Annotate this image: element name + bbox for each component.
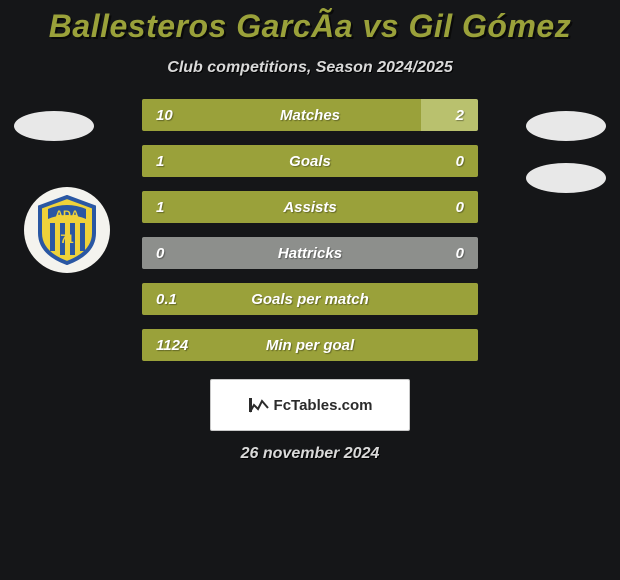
brand-text: FcTables.com xyxy=(274,397,373,414)
comparison-content: ADA 71 10Matches21Goals01Assists00Hattri… xyxy=(0,99,620,361)
player-photo-right-2 xyxy=(526,163,606,193)
stats-bars: 10Matches21Goals01Assists00Hattricks00.1… xyxy=(142,99,478,361)
footer-date: 26 november 2024 xyxy=(0,445,620,463)
stat-value-left: 10 xyxy=(156,107,196,124)
stat-value-left: 0 xyxy=(156,245,196,262)
stat-bar: 0.1Goals per match xyxy=(142,283,478,315)
stat-label: Min per goal xyxy=(196,337,424,354)
player-photo-right-1 xyxy=(526,111,606,141)
stat-label: Assists xyxy=(196,199,424,216)
stat-bar: 10Matches2 xyxy=(142,99,478,131)
page-title: Ballesteros GarcÃ­a vs Gil Gómez xyxy=(0,0,620,45)
subtitle: Club competitions, Season 2024/2025 xyxy=(0,59,620,77)
stat-label: Goals xyxy=(196,153,424,170)
stat-label: Goals per match xyxy=(196,291,424,308)
stat-value-right: 2 xyxy=(424,107,464,124)
stat-bar: 1124Min per goal xyxy=(142,329,478,361)
stat-value-right: 0 xyxy=(424,245,464,262)
stat-value-left: 1124 xyxy=(156,337,196,354)
stat-label: Hattricks xyxy=(196,245,424,262)
club-logo: ADA 71 xyxy=(24,187,110,273)
club-shield-icon: ADA 71 xyxy=(36,195,98,265)
player-photo-left xyxy=(14,111,94,141)
stat-bar: 1Assists0 xyxy=(142,191,478,223)
stat-value-left: 1 xyxy=(156,153,196,170)
stat-value-left: 0.1 xyxy=(156,291,196,308)
stat-value-right: 0 xyxy=(424,153,464,170)
svg-text:ADA: ADA xyxy=(55,209,79,221)
stat-label: Matches xyxy=(196,107,424,124)
stat-bar: 1Goals0 xyxy=(142,145,478,177)
stat-value-right: 0 xyxy=(424,199,464,216)
stat-value-left: 1 xyxy=(156,199,196,216)
stat-bar: 0Hattricks0 xyxy=(142,237,478,269)
brand-logo-icon xyxy=(248,396,270,414)
brand-badge[interactable]: FcTables.com xyxy=(210,379,410,431)
svg-text:71: 71 xyxy=(60,232,74,246)
